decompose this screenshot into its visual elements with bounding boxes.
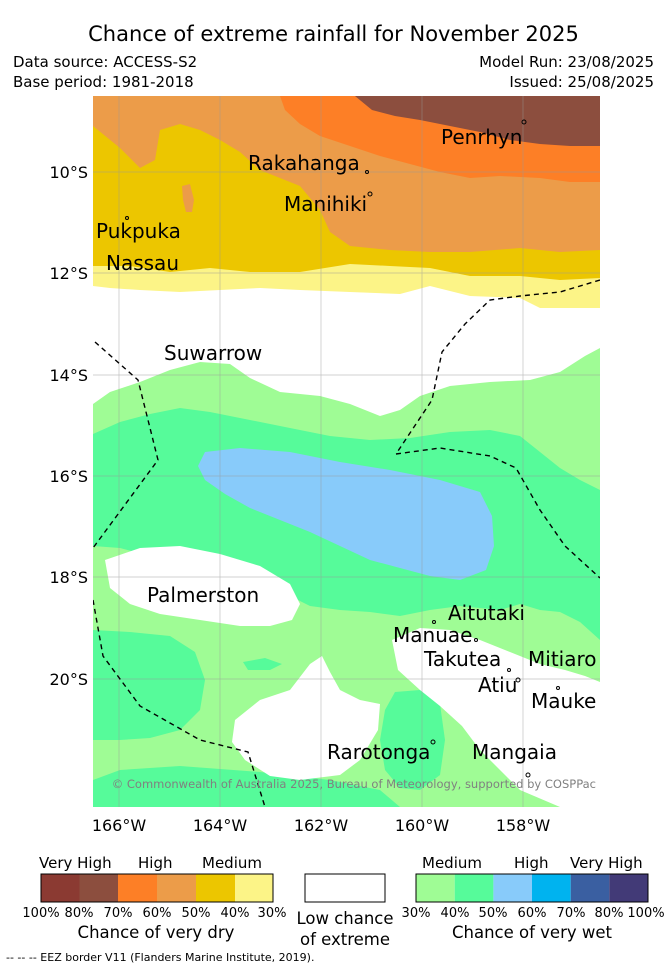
lat-label: 10°S (49, 163, 88, 182)
place-label: Manuae (393, 623, 472, 647)
legend-tick: 50% (479, 906, 508, 921)
lat-label: 18°S (49, 568, 88, 587)
place-label: Rarotonga (327, 740, 430, 764)
legend-header: Very High (570, 854, 643, 872)
swatch-wet-80-100 (609, 874, 648, 902)
place-label: Palmerston (147, 583, 259, 607)
legend-header: High (138, 854, 172, 872)
dry-band-70-80 (355, 96, 600, 146)
legend-dry: Very High High Medium 100% 80% 70% 60% 5… (22, 854, 286, 942)
legend-tick: 80% (595, 906, 624, 921)
legend-header: Medium (202, 854, 262, 872)
swatch-wet-70-80 (570, 874, 610, 902)
place-label: Nassau (106, 251, 179, 275)
legend-caption: Low chance (296, 909, 393, 928)
legend-tick: 40% (221, 906, 250, 921)
legend-caption: Chance of very wet (452, 923, 613, 942)
low-chance-palmerston (105, 546, 300, 626)
swatch-dry-70-60 (118, 874, 157, 902)
wet-band-50-60 (198, 448, 494, 580)
legend-tick: 30% (258, 906, 287, 921)
legend-header: High (514, 854, 548, 872)
low-chance-southern-group (392, 628, 600, 807)
longitude-axis: 166°W 164°W 162°W 160°W 158°W (92, 816, 551, 835)
lon-label: 166°W (92, 816, 147, 835)
grid-lines (93, 96, 600, 807)
place-label: Mangaia (472, 740, 557, 764)
lon-label: 164°W (193, 816, 248, 835)
swatch-wet-60-70 (532, 874, 571, 902)
place-labels: Penrhyn Rakahanga Manihiki Pukpuka Nassa… (96, 125, 597, 764)
wet-band-40-50-south (93, 766, 400, 807)
lon-label: 162°W (294, 816, 349, 835)
legend-header: Medium (422, 854, 482, 872)
legend-neutral: Low chance of extreme (296, 873, 394, 949)
swatch-wet-40-50 (454, 874, 494, 902)
low-chance-central-south (232, 656, 380, 780)
copyright-note: © Commonwealth of Australia 2025, Bureau… (112, 777, 596, 791)
legend-caption: Chance of very dry (78, 923, 235, 942)
legend-tick: 70% (104, 906, 133, 921)
legend-tick: 70% (557, 906, 586, 921)
model-run: Model Run: 23/08/2025 (479, 53, 654, 71)
legend-tick: 60% (518, 906, 547, 921)
place-label: Pukpuka (96, 219, 181, 243)
place-label: Atiu (478, 673, 517, 697)
base-period: Base period: 1981-2018 (13, 73, 194, 91)
legend-tick: 100% (22, 906, 59, 921)
lat-label: 14°S (49, 366, 88, 385)
swatch-low-chance (304, 873, 386, 903)
place-label: Rakahanga (248, 151, 360, 175)
place-label: Manihiki (284, 192, 367, 216)
eez-border (93, 279, 600, 807)
swatch-dry-60-50 (157, 874, 196, 902)
legend-caption: of extreme (300, 930, 390, 949)
eez-note: -- -- -- EEZ border V11 (Flanders Marine… (6, 951, 315, 964)
legend-tick: 80% (65, 906, 94, 921)
wet-band-40-50-strip (243, 658, 282, 670)
lon-label: 160°W (395, 816, 450, 835)
place-label: Takutea (423, 647, 501, 671)
map-title: Chance of extreme rainfall for November … (88, 22, 579, 46)
place-label: Mitiaro (528, 647, 597, 671)
place-label: Aitutaki (448, 601, 525, 625)
swatch-dry-80-70 (79, 874, 118, 902)
swatch-dry-100-80 (41, 874, 80, 902)
legend-header: Very High (39, 854, 112, 872)
lat-label: 12°S (49, 264, 88, 283)
lat-label: 16°S (49, 467, 88, 486)
wet-band-40-50-rarotonga (380, 690, 445, 790)
swatch-wet-30-40 (416, 874, 455, 902)
swatch-wet-50-60 (493, 874, 532, 902)
latitude-axis: 10°S 12°S 14°S 16°S 18°S 20°S (49, 163, 88, 689)
data-source: Data source: ACCESS-S2 (13, 53, 198, 71)
legend-tick: 40% (441, 906, 470, 921)
lon-label: 158°W (496, 816, 551, 835)
legend-tick: 60% (143, 906, 172, 921)
lat-label: 20°S (49, 670, 88, 689)
wet-band-40-50-sw (93, 630, 205, 740)
legend-tick: 50% (182, 906, 211, 921)
place-label: Mauke (531, 689, 596, 713)
place-label: Penrhyn (441, 125, 522, 149)
legend-tick: 30% (402, 906, 431, 921)
swatch-dry-40-30 (235, 874, 273, 902)
issued-date: Issued: 25/08/2025 (509, 73, 654, 91)
place-label: Suwarrow (164, 341, 262, 365)
legend-tick: 100% (627, 906, 664, 921)
legend-wet: Medium High Very High 30% 40% 50% 60% 70… (402, 854, 665, 942)
swatch-dry-50-40 (196, 874, 235, 902)
island-markers (125, 119, 560, 778)
